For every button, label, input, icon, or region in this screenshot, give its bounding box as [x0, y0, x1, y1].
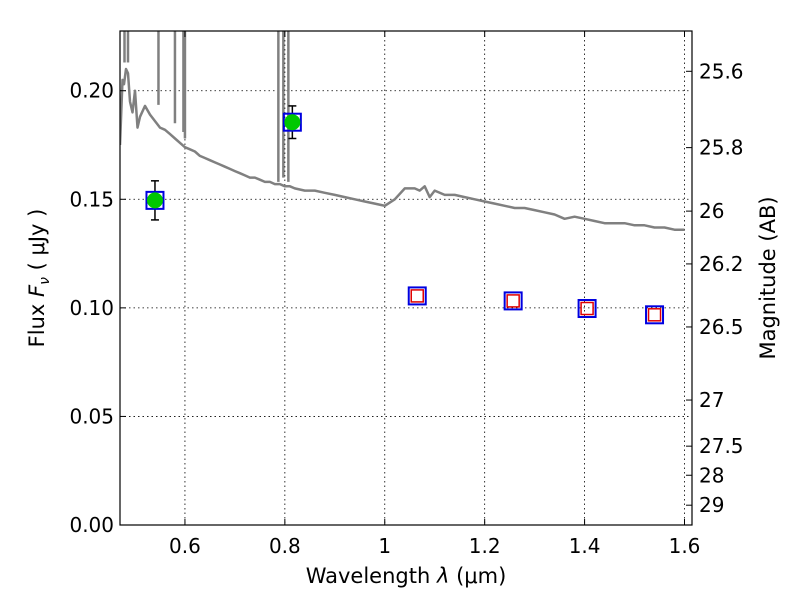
x-tick-label: 1.2 — [469, 534, 501, 558]
upper-limit-square — [647, 308, 662, 322]
upper-limit-square — [506, 294, 520, 308]
y-axis-ticks: 0.00 0.05 0.10 0.15 0.20 — [69, 79, 126, 537]
model-flux-square — [503, 291, 523, 311]
right-axis-label: Magnitude (AB) — [756, 196, 780, 359]
magnitude-tick-label: 26.5 — [699, 315, 744, 339]
y-tick-label: 0.00 — [69, 513, 114, 537]
right-magnitude-axis-ticks: 25.6 25.8 26 26.2 26.5 27 27.5 28 29 — [686, 59, 744, 517]
model-sed-line — [120, 67, 685, 231]
x-tick-label: 0.8 — [269, 534, 301, 558]
model-sed-layer — [120, 31, 685, 231]
y-tick-label: 0.20 — [69, 79, 114, 103]
upper-limit-square — [580, 301, 594, 316]
x-axis-ticks: 0.6 0.8 1 1.2 1.4 1.6 — [169, 31, 700, 558]
x-tick-label: 1.4 — [569, 534, 601, 558]
model-flux-square — [577, 299, 597, 319]
plot-background — [120, 31, 692, 525]
model-flux-square — [282, 112, 302, 132]
magnitude-tick-label: 26 — [699, 199, 724, 223]
magnitude-tick-label: 25.6 — [699, 59, 744, 83]
photometry-points-layer — [145, 112, 665, 325]
upper-limit-square — [410, 289, 424, 303]
x-tick-label: 0.6 — [169, 534, 201, 558]
model-flux-square — [145, 190, 165, 210]
y-tick-label: 0.05 — [69, 404, 114, 428]
plot-frame — [119, 30, 693, 526]
model-flux-square — [645, 305, 665, 325]
magnitude-tick-label: 25.8 — [699, 136, 744, 160]
x-tick-label: 1 — [378, 534, 391, 558]
observed-flux-point — [146, 192, 163, 209]
y-tick-label: 0.15 — [69, 187, 114, 211]
magnitude-tick-label: 27 — [699, 388, 724, 412]
y-tick-label: 0.10 — [69, 296, 114, 320]
x-axis-label: Wavelength λ (μm) — [306, 564, 507, 588]
y-axis-label: Flux Fν ( μJy ) — [25, 209, 53, 348]
magnitude-tick-label: 29 — [699, 493, 724, 517]
magnitude-tick-label: 26.2 — [699, 252, 744, 276]
observed-flux-point — [284, 114, 301, 131]
magnitude-tick-label: 28 — [699, 463, 724, 487]
magnitude-tick-label: 27.5 — [699, 434, 744, 458]
model-flux-square — [407, 286, 427, 306]
x-tick-label: 1.6 — [669, 534, 701, 558]
